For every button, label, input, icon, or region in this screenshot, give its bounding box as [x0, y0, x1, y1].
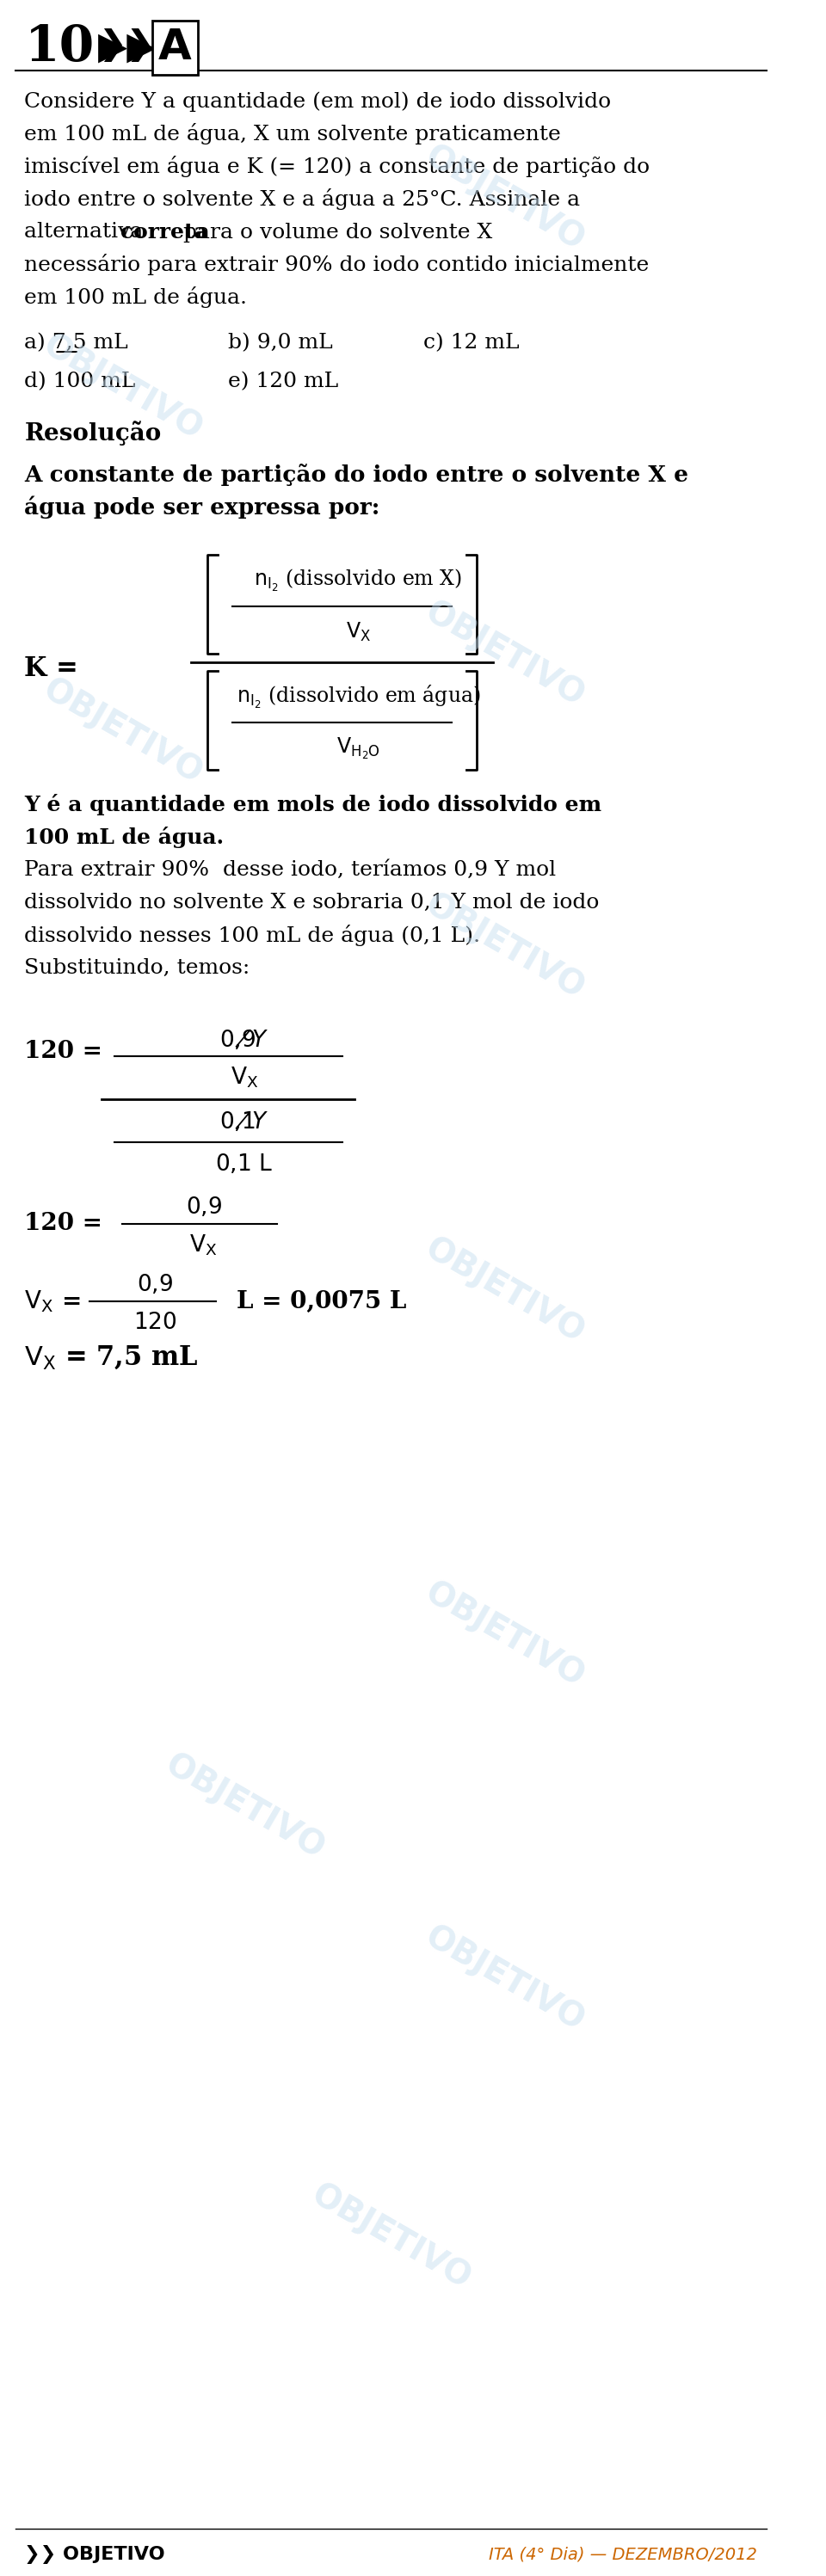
Text: $\mathrm{n_{I_2}}$ (dissolvido em água): $\mathrm{n_{I_2}}$ (dissolvido em água) — [236, 683, 481, 711]
Text: $0{,}9$: $0{,}9$ — [136, 1273, 173, 1296]
Text: para o volume do solvente X: para o volume do solvente X — [176, 222, 492, 242]
Text: $0{,}9$: $0{,}9$ — [186, 1195, 221, 1218]
Text: $\mathrm{V_X}$ = 7,5 mL: $\mathrm{V_X}$ = 7,5 mL — [25, 1345, 198, 1370]
Text: em 100 mL de água, X um solvente praticamente: em 100 mL de água, X um solvente pratica… — [25, 124, 561, 144]
Text: b) 9,0 mL: b) 9,0 mL — [228, 332, 333, 353]
Text: $\mathrm{n_{I_2}}$ (dissolvido em X): $\mathrm{n_{I_2}}$ (dissolvido em X) — [254, 567, 463, 592]
Text: c) 12 mL: c) 12 mL — [424, 332, 520, 353]
Text: $0{,}1\ \mathrm{L}$: $0{,}1\ \mathrm{L}$ — [216, 1151, 273, 1175]
Text: Considere Y a quantidade (em mol) de iodo dissolvido: Considere Y a quantidade (em mol) de iod… — [25, 90, 611, 111]
Text: $\mathrm{V_X}$: $\mathrm{V_X}$ — [346, 621, 371, 644]
Text: iodo entre o solvente X e a água a 25°C. Assinale a: iodo entre o solvente X e a água a 25°C.… — [25, 188, 581, 211]
Text: A constante de partição do iodo entre o solvente X e: A constante de partição do iodo entre o … — [25, 464, 689, 487]
Text: Resolução: Resolução — [25, 420, 161, 446]
Text: Substituindo, temos:: Substituindo, temos: — [25, 958, 250, 976]
Text: OBJETIVO: OBJETIVO — [420, 1577, 591, 1692]
Text: e) 120 mL: e) 120 mL — [228, 371, 339, 392]
Text: OBJETIVO: OBJETIVO — [36, 327, 207, 446]
Text: OBJETIVO: OBJETIVO — [36, 672, 207, 791]
Text: ▶▶: ▶▶ — [97, 28, 157, 67]
Text: K =: K = — [25, 657, 78, 683]
Text: ❯❯: ❯❯ — [97, 28, 154, 62]
Text: OBJETIVO: OBJETIVO — [420, 1919, 591, 2038]
Text: $\mathrm{V_X}$: $\mathrm{V_X}$ — [190, 1234, 217, 1257]
Text: em 100 mL de água.: em 100 mL de água. — [25, 286, 247, 309]
Text: correta: correta — [121, 222, 207, 242]
Text: L = 0,0075 L: L = 0,0075 L — [236, 1291, 406, 1314]
Text: A: A — [159, 26, 192, 67]
Text: a) 7,5 mL: a) 7,5 mL — [25, 332, 128, 353]
Text: água pode ser expressa por:: água pode ser expressa por: — [25, 497, 380, 518]
Text: OBJETIVO: OBJETIVO — [420, 1231, 591, 1350]
Text: 10: 10 — [25, 23, 94, 72]
Text: dissolvido no solvente X e sobraria 0,1 Y mol de iodo: dissolvido no solvente X e sobraria 0,1 … — [25, 891, 600, 912]
Text: OBJETIVO: OBJETIVO — [306, 2177, 477, 2295]
Text: 120 =: 120 = — [25, 1213, 102, 1236]
Text: ❯❯ OBJETIVO: ❯❯ OBJETIVO — [25, 2545, 165, 2563]
Text: $\mathrm{V_{H_2O}}$: $\mathrm{V_{H_2O}}$ — [336, 737, 380, 760]
Text: OBJETIVO: OBJETIVO — [420, 595, 591, 714]
Text: OBJETIVO: OBJETIVO — [159, 1747, 330, 1865]
Text: $0{,}9\!\not{Y}$: $0{,}9\!\not{Y}$ — [220, 1028, 269, 1051]
Text: dissolvido nesses 100 mL de água (0,1 L).: dissolvido nesses 100 mL de água (0,1 L)… — [25, 925, 481, 945]
Text: 120 =: 120 = — [25, 1041, 102, 1064]
Text: $0{,}1\!\not{Y}$: $0{,}1\!\not{Y}$ — [220, 1108, 269, 1133]
Text: d) 100 mL: d) 100 mL — [25, 371, 135, 392]
Text: $\mathrm{V_X}$: $\mathrm{V_X}$ — [230, 1066, 259, 1090]
Text: OBJETIVO: OBJETIVO — [420, 886, 591, 1005]
Text: alternativa: alternativa — [25, 222, 150, 242]
Text: $120$: $120$ — [133, 1311, 177, 1334]
Text: necessário para extrair 90% do iodo contido inicialmente: necessário para extrair 90% do iodo cont… — [25, 255, 649, 276]
Text: Y é a quantidade em mols de iodo dissolvido em: Y é a quantidade em mols de iodo dissolv… — [25, 793, 602, 814]
Text: ITA (4° Dia) — DEZEMBRO/2012: ITA (4° Dia) — DEZEMBRO/2012 — [489, 2545, 757, 2563]
Text: OBJETIVO: OBJETIVO — [420, 139, 591, 258]
Text: 100 mL de água.: 100 mL de água. — [25, 827, 224, 848]
Text: imiscível em água e K (= 120) a constante de partição do: imiscível em água e K (= 120) a constant… — [25, 157, 650, 178]
Text: $\mathrm{V_X}$ =: $\mathrm{V_X}$ = — [25, 1288, 81, 1314]
Text: Para extrair 90%  desse iodo, teríamos 0,9 Y mol: Para extrair 90% desse iodo, teríamos 0,… — [25, 860, 556, 878]
